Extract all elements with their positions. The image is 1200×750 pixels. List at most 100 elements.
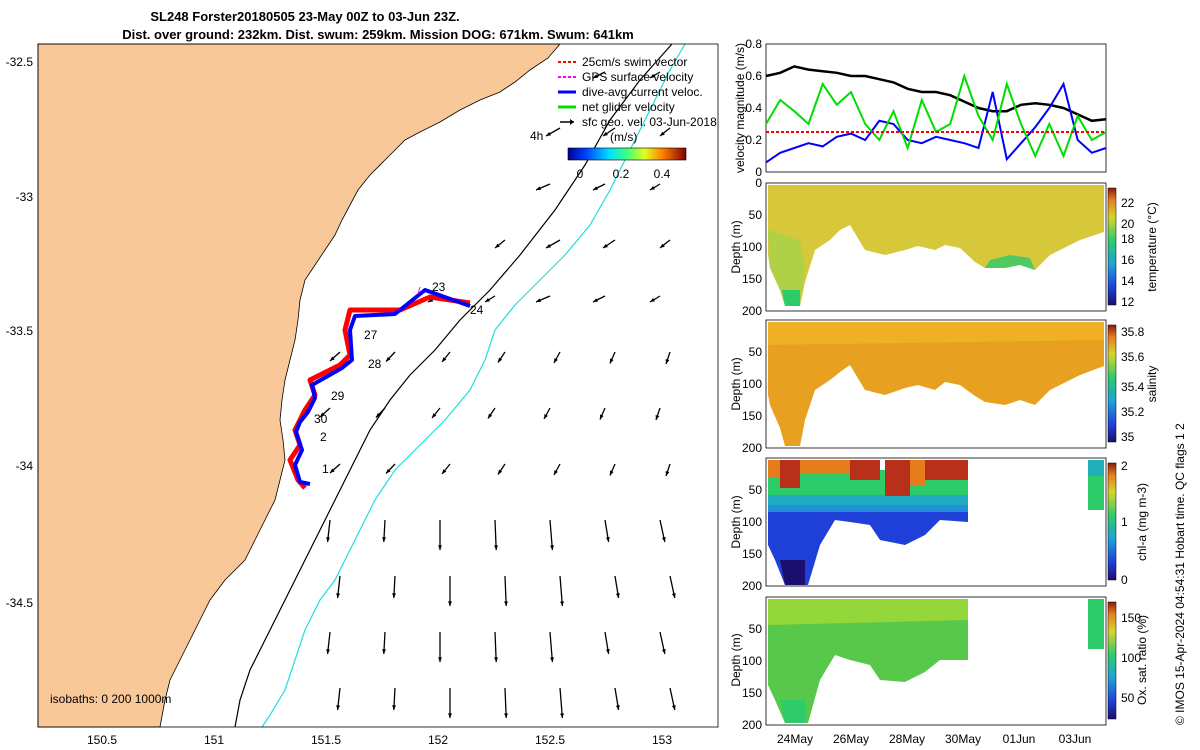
lat-tick: -32.5 [6, 55, 34, 69]
lat-tick: -33.5 [6, 324, 34, 338]
lat-tick: -33 [16, 190, 34, 204]
depth-tick: 200 [742, 579, 762, 593]
lon-tick: 150.5 [87, 733, 117, 747]
velocity-line-sfc-geo-vel- [765, 65, 1107, 123]
depth-tick: 50 [749, 483, 763, 497]
velocity-arrow-head [392, 593, 396, 598]
depth-tick: 0 [755, 176, 762, 190]
cbar-tick: 0 [1121, 573, 1128, 587]
velocity-arrow-head [593, 298, 598, 302]
velocity-arrow [549, 631, 554, 663]
depth-ylabel: Depth (m) [729, 495, 743, 548]
depth-tick: 50 [749, 622, 763, 636]
glider-track [287, 286, 471, 490]
legend-entry: sfc geo. vel. 03-Jun-2018 [582, 115, 717, 129]
y-tick: 0.6 [745, 69, 762, 83]
date-tick: 01Jun [1003, 732, 1036, 746]
oxygen-cbar-label: Ox. sat. ratio (%) [1135, 615, 1149, 705]
cbar-tick: 35.4 [1121, 380, 1145, 394]
chl-field-surface-orange [768, 460, 925, 485]
cbar-tick: 100 [1121, 651, 1141, 665]
velocity-arrow-head [603, 243, 608, 248]
velocity-arrow [494, 519, 497, 551]
depth-tick: 100 [742, 377, 762, 391]
velocity-arrow-head [665, 471, 670, 476]
velocity-panel: 0.8 0.6 0.4 0.2 0 velocity magnitude (m/… [733, 37, 1107, 179]
velocity-arrow-head [494, 545, 498, 550]
temperature-field-cold [985, 255, 1035, 270]
depth-ylabel: Depth (m) [729, 357, 743, 410]
track-gps-surface [417, 286, 421, 295]
chl-cbar-label: chl-a (mg m-3) [1135, 483, 1149, 561]
velocity-arrow-head [655, 415, 660, 420]
lon-tick: 151 [204, 733, 224, 747]
velocity-ylabel: velocity magnitude (m/s) [733, 43, 747, 173]
velocity-arrow [504, 687, 507, 719]
salinity-field [768, 322, 1104, 446]
chl-field-transition [768, 495, 968, 512]
cbar-tick: 22 [1121, 196, 1135, 210]
map-frame [37, 43, 719, 728]
legend-entry: 25cm/s swim vector [582, 55, 687, 69]
velocity-series [765, 65, 1107, 164]
velocity-arrow [559, 575, 564, 607]
velocity-arrow-head [326, 649, 331, 654]
velocity-arrow-head [661, 649, 666, 654]
depth-tick: 200 [742, 441, 762, 455]
velocity-arrow-head [660, 131, 665, 136]
lon-tick: 152.5 [535, 733, 565, 747]
depth-tick: 200 [742, 718, 762, 732]
depth-ylabel: Depth (m) [729, 220, 743, 273]
cbar-tick: 18 [1121, 232, 1135, 246]
date-tick: 28May [889, 732, 925, 746]
velocity-arrow-head [495, 243, 500, 248]
velocity-arrow-head [650, 185, 655, 190]
depth-tick: 100 [742, 240, 762, 254]
legend-entry: dive-avg current veloc. [582, 85, 703, 99]
cbar-tick: 35 [1121, 430, 1135, 444]
velocity-arrow-head [603, 131, 608, 136]
chl-colorbar [1107, 462, 1117, 581]
title-line-1: SL248 Forster20180505 23-May 00Z to 03-J… [150, 9, 459, 24]
cbar-tick: 14 [1121, 274, 1135, 288]
velocity-arrow-head [488, 413, 493, 419]
velocity-arrow-head [442, 357, 447, 362]
velocity-arrow-head [330, 356, 335, 361]
velocity-arrow-head [650, 297, 655, 302]
velocity-arrow-head [442, 469, 447, 474]
temperature-field-lower [768, 230, 805, 306]
temperature-colorbar [1107, 187, 1117, 306]
map-legend: 25cm/s swim vector GPS surface velocity … [530, 55, 717, 181]
cbar-tick: 12 [1121, 295, 1135, 309]
velocity-arrow-head [554, 358, 558, 363]
date-tick: 26May [833, 732, 869, 746]
velocity-arrows [319, 71, 676, 719]
velocity-arrow-head [546, 244, 551, 248]
velocity-arrow-head [432, 413, 437, 418]
chl-field-late-top [1088, 460, 1104, 476]
cbar-tick: 16 [1121, 253, 1135, 267]
velocity-arrow-head [560, 601, 564, 606]
lat-tick: -34.5 [6, 596, 34, 610]
day-label: 1 [322, 462, 329, 476]
chl-field-bottom [780, 560, 805, 585]
lon-tick: 153 [652, 733, 672, 747]
speed-colorbar [567, 147, 687, 161]
chl-field-deep [768, 500, 968, 585]
depth-ylabel: Depth (m) [729, 633, 743, 686]
velocity-arrow-head [536, 186, 541, 190]
depth-tick: 150 [742, 272, 762, 286]
cbar-tick: 35.6 [1121, 350, 1145, 364]
velocity-arrow-head [671, 593, 676, 598]
colorbar-title: (m/s) [610, 130, 637, 144]
day-label: 30 [314, 412, 328, 426]
legend-entry: GPS surface velocity [582, 70, 693, 84]
day-labels: 23 24 27 28 29 30 2 1 [314, 280, 484, 476]
temperature-panel: 12 14 16 18 20 22 temperature (°C) Depth… [729, 176, 1159, 318]
depth-tick: 150 [742, 547, 762, 561]
colorbar-tick: 0 [577, 167, 584, 181]
day-label: 27 [364, 328, 378, 342]
velocity-arrow-head [550, 657, 554, 662]
velocity-arrow-head [536, 298, 541, 302]
